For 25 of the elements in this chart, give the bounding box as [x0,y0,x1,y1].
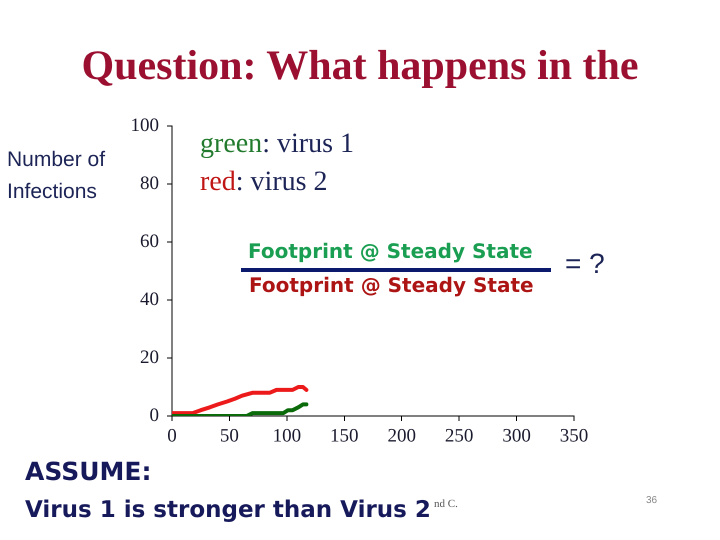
x-tick-label: 0 [167,425,177,446]
annotation: green: virus 1 [200,128,354,160]
text: ASSUME: [25,457,152,487]
y-tick-label: 80 [140,172,159,194]
y-tick-label: 60 [140,230,159,252]
chart-title: Question: What happens in the [80,42,640,90]
text: nd C. [434,498,458,511]
annotation: Footprint @ Steady State [249,273,534,297]
y-tick-label: 40 [140,288,159,310]
annotation: Footprint @ Steady State [248,239,533,263]
x-tick-label: 200 [387,425,416,446]
x-tick-label: 50 [220,425,239,446]
x-tick-label: 150 [330,425,359,446]
y-tick-label: 20 [140,346,159,368]
y-axis-title: Number of Infections [7,147,106,204]
x-tick-label: 300 [502,425,531,446]
x-tick-label: 100 [272,425,302,446]
annotation: red: virus 2 [200,166,328,198]
y-tick-label: 0 [150,404,159,426]
annotation: = ? [565,248,605,280]
text: Virus 1 is stronger than Virus 2 [25,497,431,524]
y-tick-label: 100 [130,114,159,136]
text: 36 [646,495,658,506]
x-tick-label: 350 [560,425,588,446]
x-tick-label: 250 [444,425,474,446]
